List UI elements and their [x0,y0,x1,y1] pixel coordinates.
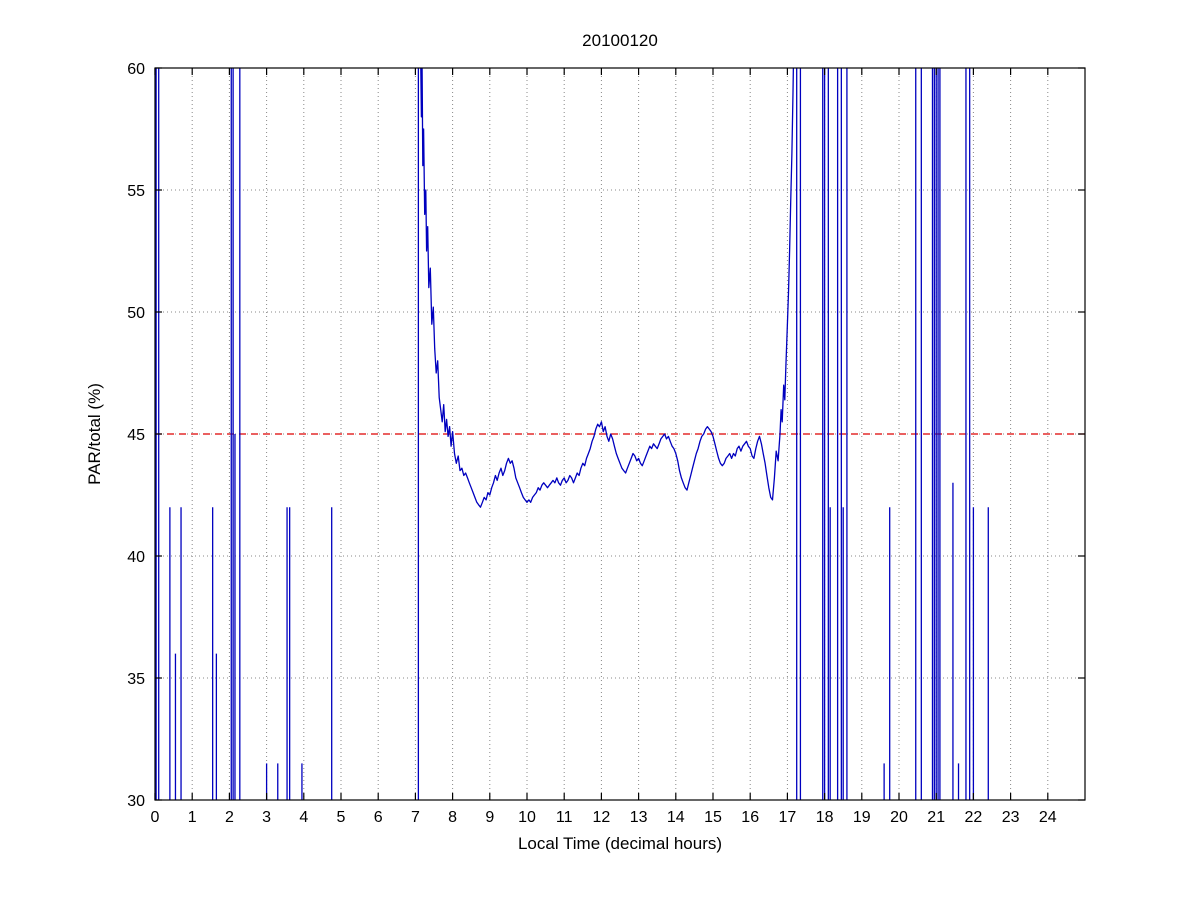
axes-box [154,67,1086,801]
x-tick-label: 8 [448,809,457,826]
tick-labels: 0 1 2 3 4 5 6 7 8 9 10 11 12 13 14 15 16 17 18 19 20 21 22 23 24… [127,61,1057,826]
x-tick-label: 18 [816,809,834,826]
x-tick-label: 1 [188,809,197,826]
y-tick-label: 60 [127,61,145,78]
x-tick-label: 11 [556,809,573,826]
data-series [155,68,989,800]
x-tick-label: 9 [485,809,494,826]
x-tick-label: 13 [630,809,648,826]
x-axis-label: Local Time (decimal hours) [518,834,722,853]
y-tick-label: 40 [127,549,145,566]
x-tick-label: 19 [853,809,871,826]
x-tick-label: 17 [779,809,797,826]
x-tick-label: 16 [741,809,759,826]
y-axis-label: PAR/total (%) [85,383,104,485]
x-tick-label: 6 [374,809,383,826]
x-tick-label: 22 [965,809,983,826]
y-tick-label: 50 [127,305,145,322]
x-tick-label: 10 [518,809,536,826]
x-tick-label: 2 [225,809,234,826]
x-tick-label: 7 [411,809,420,826]
x-tick-label: 12 [593,809,611,826]
x-tick-label: 4 [299,809,308,826]
x-tick-label: 24 [1039,809,1057,826]
y-tick-label: 45 [127,427,145,444]
y-tick-label: 30 [127,793,145,810]
x-tick-label: 23 [1002,809,1020,826]
grid-lines [154,68,1085,800]
x-tick-label: 21 [927,809,945,826]
x-tick-label: 0 [151,809,160,826]
x-tick-label: 15 [704,809,722,826]
x-tick-label: 20 [890,809,908,826]
x-tick-label: 14 [667,809,685,826]
y-tick-label: 35 [127,671,145,688]
chart-title: 20100120 [582,31,658,50]
y-tick-label: 55 [127,183,145,200]
x-tick-label: 5 [337,809,346,826]
x-tick-label: 3 [262,809,271,826]
